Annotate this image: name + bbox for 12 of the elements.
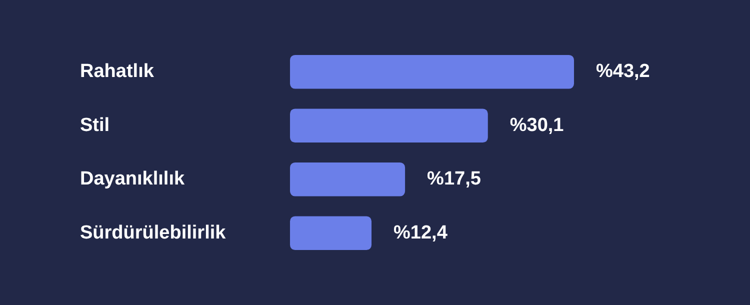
y-tick-label: Stil (80, 114, 110, 136)
y-tick-label: Dayanıklılık (80, 168, 185, 190)
y-tick-label: Sürdürülebilirlik (80, 222, 226, 244)
bar (290, 108, 488, 143)
data-label: %43,2 (596, 61, 650, 82)
data-label: %12,4 (394, 222, 448, 244)
bar (290, 216, 372, 250)
data-label: %17,5 (427, 168, 482, 190)
bar (290, 162, 406, 196)
y-tick-label: Rahatlık (80, 61, 154, 82)
data-label: %30,1 (510, 114, 564, 136)
bar (290, 54, 574, 89)
